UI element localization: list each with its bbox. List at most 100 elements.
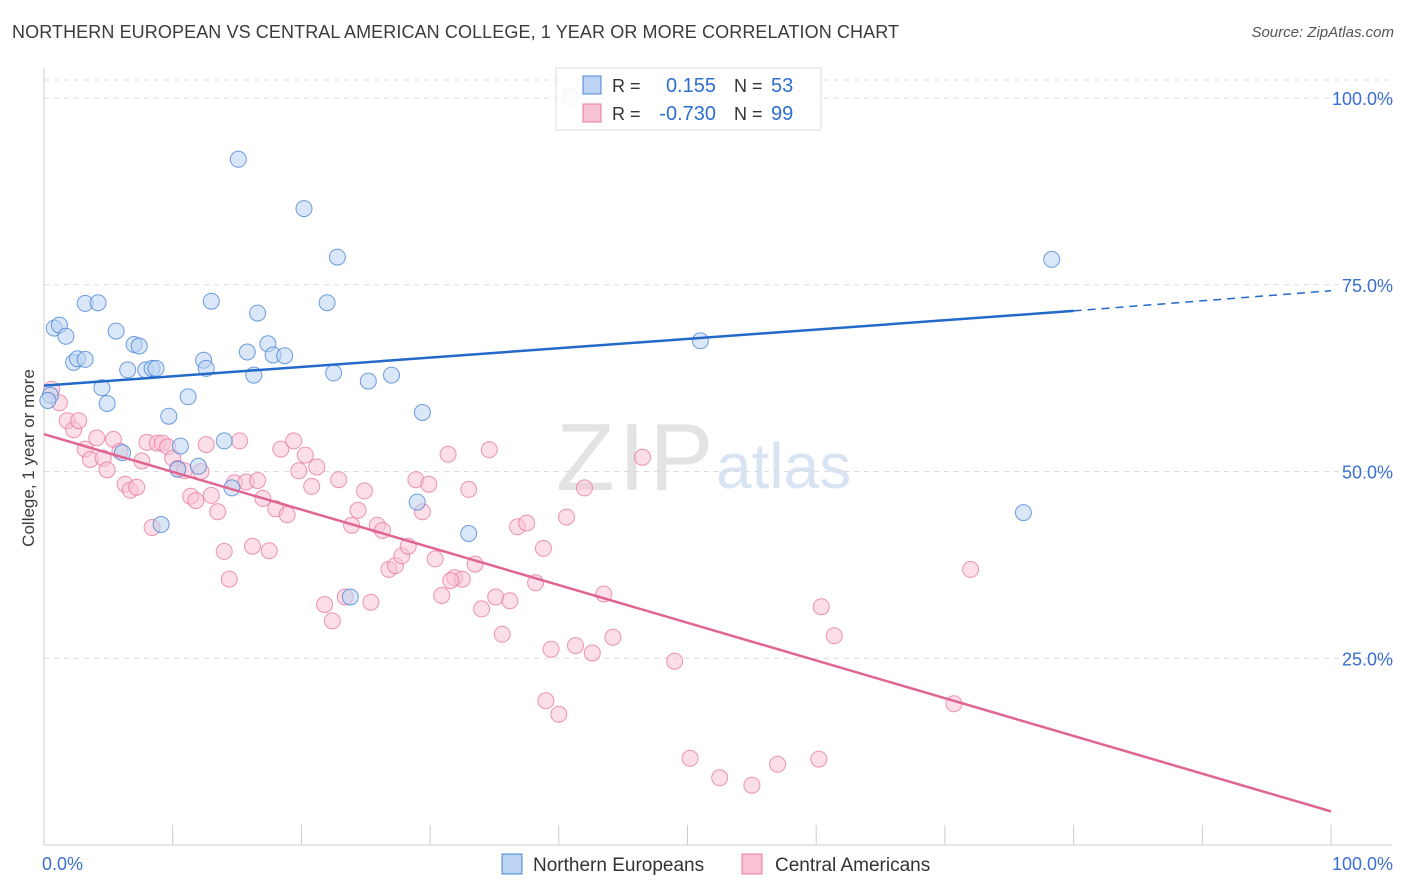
- northern-europeans-point: [460, 525, 478, 542]
- northern-europeans-point: [328, 248, 346, 266]
- central-americans-point: [260, 542, 278, 560]
- northern-europeans-point: [408, 493, 426, 511]
- central-americans-point: [197, 436, 215, 454]
- northern-europeans-point: [107, 322, 125, 340]
- y-tick-label: 50.0%: [1342, 463, 1393, 483]
- central-americans-point: [303, 477, 321, 495]
- northern-europeans-point: [130, 337, 148, 355]
- central-americans-point: [272, 440, 290, 458]
- x-tick-label: 100.0%: [1332, 854, 1393, 874]
- northern-europeans-point: [249, 304, 267, 322]
- central-americans-point: [711, 769, 729, 787]
- central-americans-point: [473, 600, 491, 618]
- central-americans-point: [356, 482, 373, 500]
- northern-europeans-trendline: [43, 309, 1074, 387]
- y-axis-label: College, 1 year or more: [19, 369, 38, 547]
- axes: 25.0% 50.0% 75.0% 100.0% 0.0% 100.0%: [42, 68, 1393, 874]
- northern-europeans-point: [202, 292, 220, 310]
- central-americans-point: [460, 480, 478, 498]
- northern-europeans-point: [57, 327, 75, 345]
- central-americans-point: [88, 429, 106, 447]
- northern-europeans-point: [413, 404, 431, 421]
- central-americans-point: [215, 542, 233, 560]
- central-americans-point: [550, 705, 568, 723]
- central-americans-point: [296, 446, 314, 464]
- central-americans-point: [480, 441, 498, 459]
- central-americans-trendline: [43, 432, 1332, 813]
- central-americans-point: [537, 692, 555, 710]
- central-americans-point: [249, 472, 267, 489]
- northern-europeans-point: [276, 347, 294, 365]
- grid: [44, 79, 1392, 659]
- northern-europeans-point: [359, 372, 377, 390]
- legend-r-value-blue: 0.155: [666, 75, 716, 97]
- central-americans-point: [349, 501, 367, 519]
- northern-europeans-point: [76, 350, 94, 368]
- central-americans-point: [209, 503, 227, 521]
- central-americans-point: [220, 570, 238, 588]
- northern-europeans-point: [89, 294, 107, 312]
- northern-europeans-point: [238, 343, 256, 361]
- northern-europeans-point: [215, 432, 233, 450]
- y-tick-label: 100.0%: [1332, 89, 1393, 109]
- northern-europeans-point: [160, 407, 178, 425]
- central-americans-point: [501, 592, 519, 610]
- central-americans-point: [769, 755, 787, 773]
- northern-europeans-point: [179, 388, 197, 406]
- central-americans-point: [98, 461, 116, 479]
- central-americans-point: [666, 652, 684, 670]
- central-americans-point: [187, 492, 205, 510]
- central-americans-point: [244, 537, 261, 555]
- legend-r-value-pink: -0.730: [659, 103, 716, 125]
- central-americans-point: [128, 478, 146, 496]
- legend-bottom-label-blue: Northern Europeans: [533, 855, 704, 876]
- central-americans-point: [439, 445, 457, 463]
- northern-europeans-point: [98, 395, 116, 412]
- legend-r-label-pink: R =: [612, 104, 641, 124]
- northern-europeans-point: [119, 361, 137, 379]
- legend-n-value-pink: 99: [771, 103, 793, 125]
- central-americans-point: [433, 587, 451, 604]
- central-americans-point: [278, 506, 296, 524]
- legend-n-value-blue: 53: [771, 75, 793, 97]
- central-americans-point: [330, 471, 348, 489]
- central-americans-point: [70, 412, 88, 430]
- chart-title: NORTHERN EUROPEAN VS CENTRAL AMERICAN CO…: [12, 22, 900, 42]
- central-americans-point: [812, 598, 830, 616]
- central-americans-point: [825, 627, 843, 645]
- legend-n-label-pink: N =: [734, 104, 763, 124]
- northern-europeans-point: [341, 588, 359, 606]
- central-americans-point: [290, 462, 308, 480]
- central-americans-point: [604, 628, 622, 646]
- northern-europeans-point: [691, 332, 709, 350]
- central-americans-point: [518, 514, 536, 532]
- central-americans-point: [323, 612, 341, 630]
- legend-bottom-label-pink: Central Americans: [775, 855, 930, 876]
- northern-europeans-point: [1014, 504, 1032, 522]
- central-americans-point: [558, 508, 575, 526]
- northern-europeans-point: [93, 379, 111, 397]
- central-americans-point: [285, 432, 303, 450]
- legend-top: R = 0.155 N = 53 R = -0.730 N = 99: [555, 67, 822, 131]
- northern-europeans-point: [229, 150, 247, 168]
- legend-r-label-blue: R =: [612, 76, 641, 96]
- central-americans-point: [316, 596, 334, 613]
- y-tick-label: 25.0%: [1342, 649, 1393, 669]
- y-tick-label: 75.0%: [1342, 276, 1393, 296]
- legend-bottom-swatch-blue: [501, 853, 523, 875]
- northern-europeans-point: [383, 366, 400, 384]
- central-americans-point: [634, 448, 651, 466]
- legend-bottom-swatch-pink: [741, 853, 763, 875]
- watermark-atlas: atlas: [716, 430, 851, 502]
- central-americans-point: [493, 625, 511, 643]
- central-americans-point: [362, 593, 380, 611]
- central-americans-point: [743, 776, 761, 794]
- legend-swatch-blue: [582, 75, 602, 95]
- central-americans-point: [576, 479, 593, 497]
- central-americans-point: [962, 560, 980, 578]
- central-americans-point: [426, 550, 444, 568]
- northern-europeans-point: [318, 294, 336, 312]
- central-americans-point: [308, 458, 326, 476]
- central-americans-point: [567, 637, 584, 655]
- central-americans-point: [487, 588, 505, 606]
